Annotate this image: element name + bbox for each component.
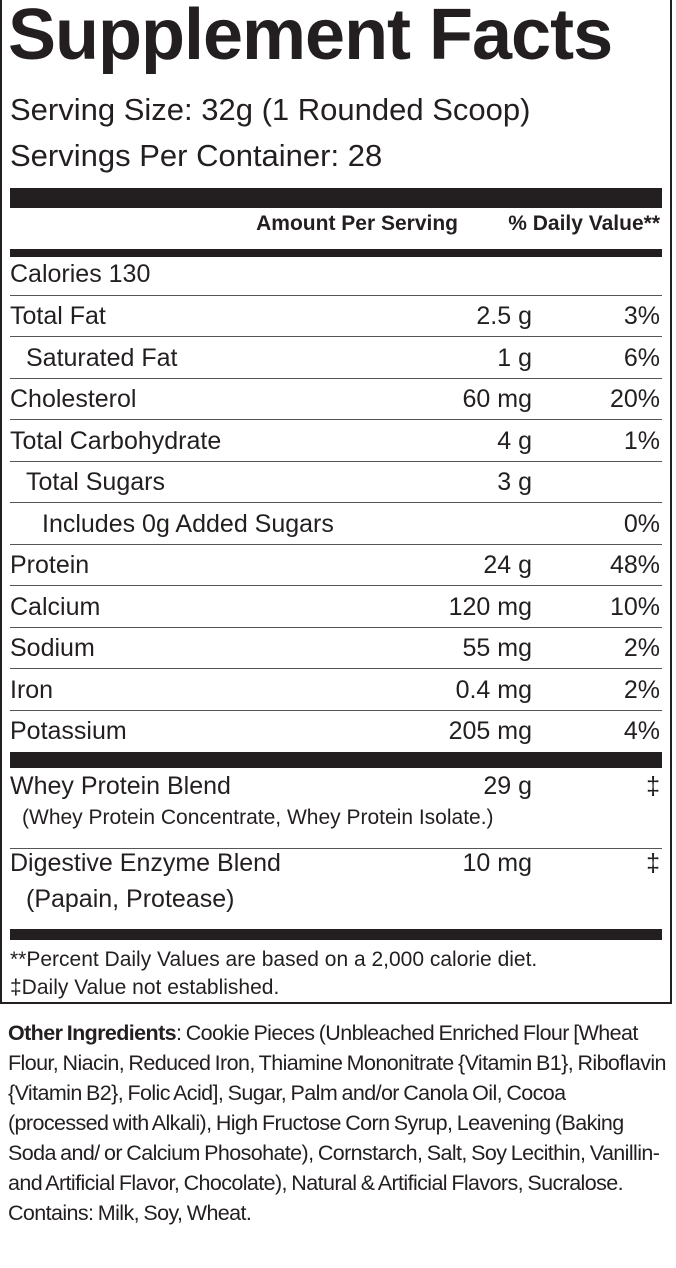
- nutrient-amount: 120 mg: [448, 592, 532, 621]
- nutrient-amount: 3 g: [497, 468, 532, 496]
- nutrient-row: Total Carbohydrate 4 g 1%: [10, 420, 662, 462]
- other-ingredients: Other Ingredients: Cookie Pieces (Unblea…: [8, 1018, 670, 1228]
- nutrient-row: Includes 0g Added Sugars 0%: [10, 503, 662, 545]
- thick-divider: [10, 188, 662, 208]
- blend-detail: (Whey Protein Concentrate, Whey Protein …: [22, 806, 494, 829]
- ingredients-label: Other Ingredients: [8, 1021, 177, 1045]
- column-header: Amount Per Serving % Daily Value**: [10, 212, 660, 242]
- footnote: **Percent Daily Values are based on a 2,…: [10, 948, 538, 971]
- nutrient-row: Sodium 55 mg 2%: [10, 627, 662, 669]
- nutrient-row: Calcium 120 mg 10%: [10, 586, 662, 628]
- nutrient-dv: 10%: [609, 592, 660, 621]
- blend-name: Whey Protein Blend: [10, 772, 231, 800]
- nutrient-row: Total Fat 2.5 g 3%: [10, 295, 662, 337]
- nutrient-amount: 60 mg: [462, 385, 532, 413]
- nutrient-amount: 55 mg: [462, 634, 532, 662]
- nutrient-row: Potassium 205 mg 4%: [10, 710, 662, 751]
- nutrient-dv: 3%: [623, 302, 660, 330]
- nutrient-name: Cholesterol: [10, 385, 137, 413]
- nutrient-row: Cholesterol 60 mg 20%: [10, 378, 662, 420]
- nutrient-amount: 24 g: [483, 551, 532, 579]
- nutrient-amount: 2.5 g: [476, 302, 532, 330]
- blend-dv: ‡: [646, 772, 660, 800]
- footnote: ‡Daily Value not established.: [10, 976, 280, 999]
- nutrient-dv: 6%: [623, 343, 660, 372]
- blend-amount: 10 mg: [462, 849, 532, 877]
- thick-divider: [10, 929, 662, 940]
- nutrient-name: Protein: [10, 551, 90, 579]
- nutrient-name: Saturated Fat: [26, 343, 178, 372]
- medium-divider: [10, 249, 662, 257]
- blend-row: Whey Protein Blend 29 g ‡ (Whey Protein …: [10, 768, 662, 849]
- servings-per-container: Servings Per Container: 28: [10, 138, 383, 173]
- blend-amount: 29 g: [483, 772, 532, 800]
- serving-size: Serving Size: 32g (1 Rounded Scoop): [10, 92, 531, 127]
- nutrient-amount: 205 mg: [448, 717, 532, 745]
- blend-row: Digestive Enzyme Blend 10 mg ‡ (Papain, …: [10, 849, 662, 929]
- nutrient-dv: 0%: [623, 509, 660, 538]
- thick-divider: [10, 752, 662, 768]
- nutrient-dv: 4%: [623, 717, 660, 745]
- nutrient-name: Total Sugars: [26, 468, 165, 496]
- ingredients-text: : Cookie Pieces (Unbleached Enriched Flo…: [8, 1021, 666, 1195]
- nutrient-name: Iron: [10, 675, 54, 704]
- dv-header: % Daily Value**: [508, 212, 660, 235]
- nutrient-name: Sodium: [10, 634, 95, 662]
- allergen-statement: Contains: Milk, Soy, Wheat.: [8, 1201, 252, 1225]
- blend-detail: (Papain, Protease): [26, 885, 235, 913]
- nutrient-dv: 2%: [623, 634, 660, 662]
- nutrient-name: Calcium: [10, 592, 101, 621]
- nutrient-row: Total Sugars 3 g: [10, 461, 662, 503]
- nutrient-amount: 0.4 mg: [455, 675, 532, 704]
- nutrient-name: Total Fat: [10, 302, 106, 330]
- blend-name: Digestive Enzyme Blend: [10, 849, 281, 877]
- supplement-facts-panel: Supplement Facts Serving Size: 32g (1 Ro…: [0, 0, 672, 1004]
- nutrient-dv: 20%: [609, 385, 660, 413]
- nutrient-dv: 2%: [623, 675, 660, 704]
- nutrient-name: Potassium: [10, 717, 127, 745]
- nutrient-dv: 1%: [623, 426, 660, 455]
- nutrient-row: Iron 0.4 mg 2%: [10, 669, 662, 711]
- nutrient-name: Total Carbohydrate: [10, 426, 222, 455]
- nutrient-amount: 1 g: [497, 343, 532, 372]
- nutrient-row: Protein 24 g 48%: [10, 544, 662, 586]
- nutrient-name: Includes 0g Added Sugars: [42, 509, 334, 538]
- nutrient-row: Saturated Fat 1 g 6%: [10, 337, 662, 379]
- nutrient-dv: 48%: [609, 551, 660, 579]
- amount-header: Amount Per Serving: [256, 212, 458, 235]
- calories: Calories 130: [10, 260, 151, 288]
- blend-dv: ‡: [646, 849, 660, 877]
- panel-title: Supplement Facts: [8, 0, 613, 75]
- calories-row: Calories 130: [10, 257, 662, 296]
- nutrient-amount: 4 g: [497, 426, 532, 455]
